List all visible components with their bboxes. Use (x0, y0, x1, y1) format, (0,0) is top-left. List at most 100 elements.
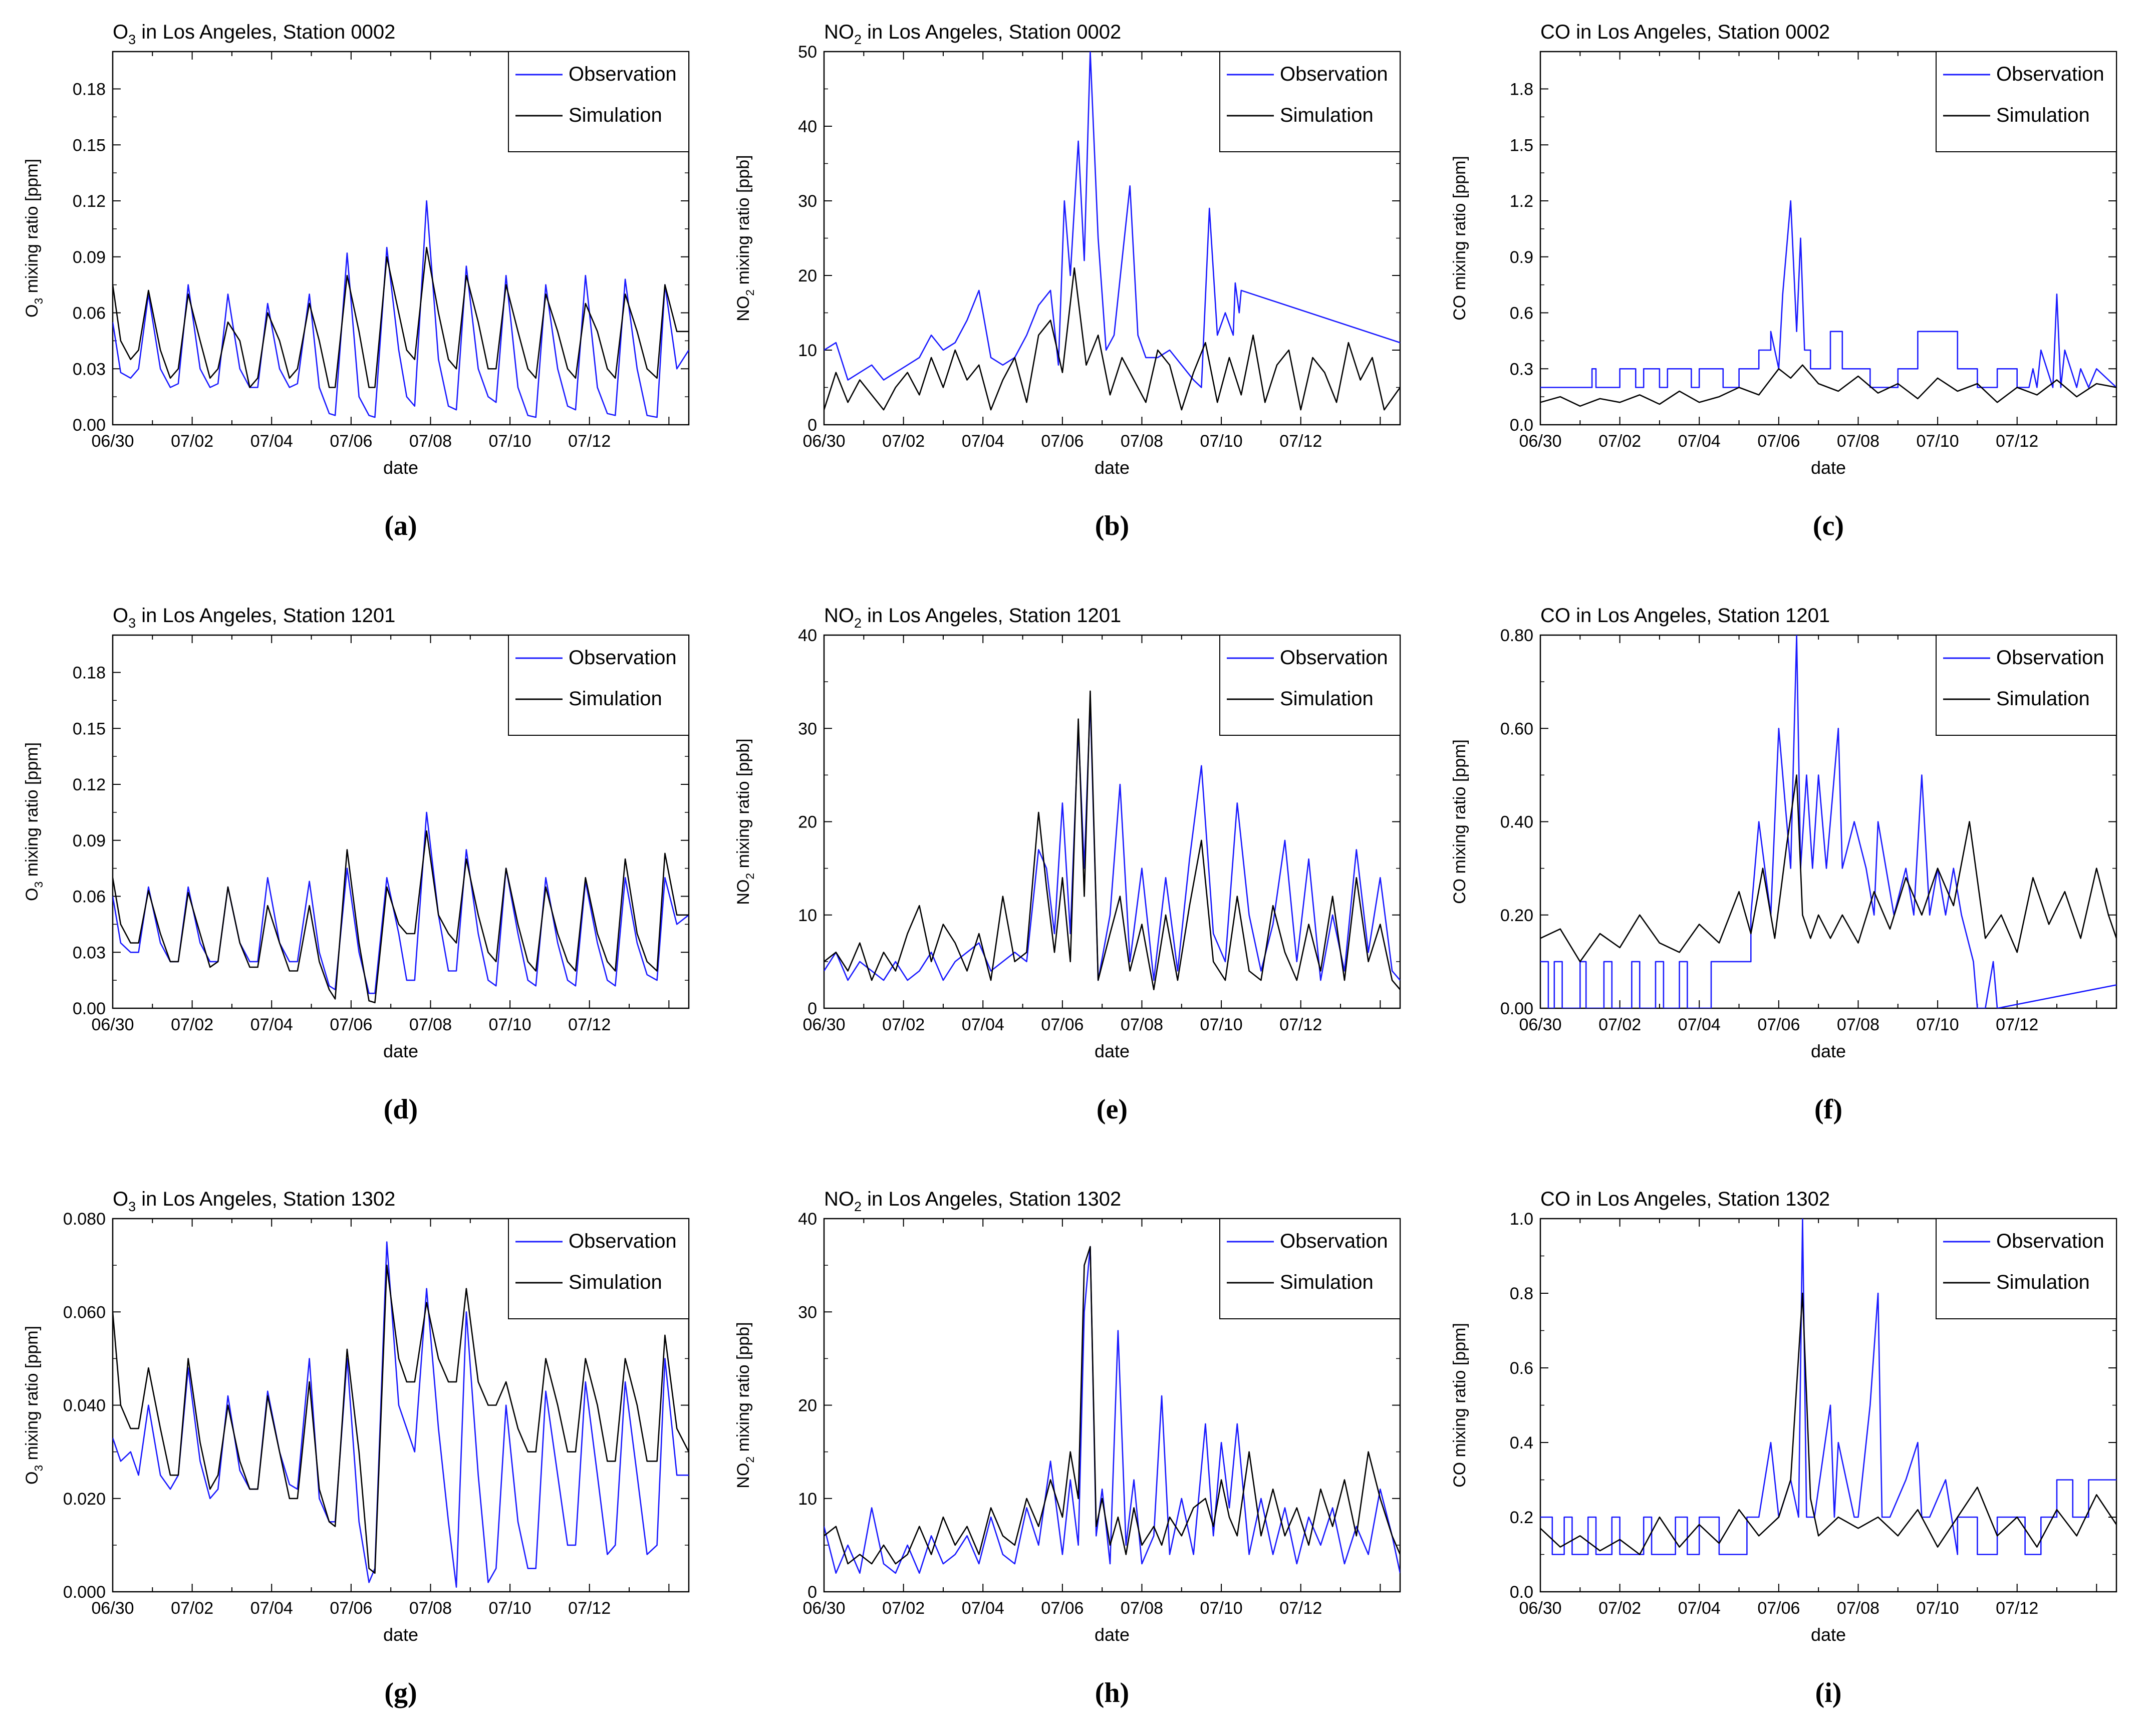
x-tick-label: 06/30 (91, 432, 134, 451)
legend-label-simulation: Simulation (569, 1271, 662, 1293)
series-line-observation (113, 1241, 689, 1588)
x-tick-label: 07/10 (489, 432, 531, 451)
legend-box (1219, 635, 1401, 736)
y-tick-label: 40 (798, 1210, 817, 1229)
x-tick-label: 07/02 (882, 1599, 925, 1618)
y-tick-label: 1.2 (1510, 192, 1533, 211)
y-tick-label: 0.3 (1510, 360, 1533, 379)
y-tick-label: 1.0 (1510, 1210, 1533, 1229)
panel-label: (h) (1095, 1677, 1129, 1708)
x-tick-label: 07/02 (882, 1015, 925, 1034)
chart-title: NO2 in Los Angeles, Station 1302 (824, 1188, 1121, 1214)
y-tick-label: 0.080 (63, 1210, 106, 1229)
x-tick-label: 06/30 (802, 1015, 845, 1034)
y-tick-label: 0 (807, 416, 817, 435)
x-tick-label: 07/04 (962, 1015, 1004, 1034)
x-tick-label: 07/08 (1837, 1599, 1879, 1618)
x-axis-label: date (1811, 1624, 1846, 1645)
y-tick-label: 10 (798, 1490, 817, 1509)
panel-label: (g) (384, 1677, 417, 1708)
y-tick-label: 0.06 (73, 304, 106, 323)
y-tick-label: 0.000 (63, 1583, 106, 1602)
legend-box (508, 1218, 689, 1319)
y-tick-label: 0.060 (63, 1303, 106, 1322)
x-tick-label: 07/08 (1121, 1015, 1163, 1034)
y-tick-label: 0.15 (73, 136, 106, 155)
y-tick-label: 30 (798, 1303, 817, 1322)
y-tick-label: 20 (798, 813, 817, 832)
x-axis-label: date (1095, 457, 1130, 478)
y-axis-label: O3 mixing ratio [ppm] (23, 1326, 45, 1485)
x-tick-label: 07/02 (1598, 1015, 1641, 1034)
chart-title: O3 in Los Angeles, Station 1201 (113, 605, 395, 631)
x-tick-label: 06/30 (91, 1599, 134, 1618)
x-tick-label: 06/30 (802, 432, 845, 451)
legend-label-observation: Observation (569, 647, 677, 669)
x-tick-label: 07/12 (1996, 1599, 2038, 1618)
x-tick-label: 07/06 (1757, 1599, 1800, 1618)
series-line-simulation (824, 690, 1400, 991)
x-tick-label: 07/04 (250, 1015, 293, 1034)
x-tick-label: 06/30 (91, 1015, 134, 1034)
y-tick-label: 0.00 (73, 416, 106, 435)
x-tick-label: 07/12 (1996, 1015, 2038, 1034)
x-tick-label: 07/08 (1121, 432, 1163, 451)
series-line-simulation (1540, 1292, 2116, 1555)
panel-label: (e) (1097, 1094, 1128, 1125)
chart-title: O3 in Los Angeles, Station 1302 (113, 1188, 395, 1214)
legend-label-simulation: Simulation (1996, 688, 2090, 710)
series-line-simulation (824, 1246, 1400, 1565)
x-tick-label: 07/12 (1279, 1599, 1322, 1618)
chart-panel-f: CO in Los Angeles, Station 1201 0.00 0.20 0… (1450, 605, 2117, 1125)
y-tick-label: 0.18 (73, 80, 106, 99)
y-tick-label: 10 (798, 906, 817, 925)
legend-label-simulation: Simulation (1280, 104, 1374, 126)
chart-panel-c: CO in Los Angeles, Station 0002 0.0 0.3 0.6… (1450, 21, 2117, 541)
x-axis-label: date (383, 1041, 418, 1061)
y-axis-label: O3 mixing ratio [ppm] (23, 159, 45, 318)
legend-box (1219, 51, 1401, 152)
y-tick-label: 0.80 (1500, 626, 1533, 645)
x-tick-label: 06/30 (1519, 432, 1561, 451)
legend-label-simulation: Simulation (569, 688, 662, 710)
y-tick-label: 0.18 (73, 664, 106, 683)
series-line-observation (824, 700, 1400, 981)
x-axis-label: date (1095, 1624, 1130, 1645)
y-tick-label: 0.0 (1510, 416, 1533, 435)
legend-label-observation: Observation (1996, 63, 2104, 85)
x-tick-label: 07/06 (1041, 1015, 1084, 1034)
y-tick-label: 0.8 (1510, 1284, 1533, 1303)
x-tick-label: 07/10 (489, 1015, 531, 1034)
y-tick-label: 0.0 (1510, 1583, 1533, 1602)
y-axis-label: CO mixing ratio [ppm] (1450, 739, 1469, 904)
x-tick-label: 07/04 (250, 1599, 293, 1618)
x-tick-label: 07/08 (409, 432, 452, 451)
chart-panel-i: CO in Los Angeles, Station 1302 0.0 0.2 0.4… (1450, 1188, 2117, 1708)
x-axis-label: date (1095, 1041, 1130, 1061)
y-axis-label: NO2 mixing ratio [ppb] (734, 155, 756, 321)
y-tick-label: 0.20 (1500, 906, 1533, 925)
y-tick-label: 20 (798, 266, 817, 285)
x-tick-label: 06/30 (1519, 1015, 1561, 1034)
y-tick-label: 0.9 (1510, 248, 1533, 267)
y-tick-label: 0.03 (73, 360, 106, 379)
plot-frame (112, 51, 690, 426)
y-tick-label: 0.4 (1510, 1433, 1533, 1453)
chart-title: O3 in Los Angeles, Station 0002 (113, 21, 395, 47)
series-line-simulation (113, 1264, 689, 1574)
y-tick-label: 0.6 (1510, 1359, 1533, 1378)
x-tick-label: 07/12 (568, 1599, 611, 1618)
y-tick-label: 40 (798, 117, 817, 136)
series-line-observation (824, 1246, 1400, 1574)
x-tick-label: 07/06 (330, 1599, 372, 1618)
x-tick-label: 07/12 (1279, 1015, 1322, 1034)
x-tick-label: 07/12 (568, 1015, 611, 1034)
y-tick-label: 0 (807, 1583, 817, 1602)
x-tick-label: 07/08 (1837, 432, 1879, 451)
legend-box (508, 51, 689, 152)
y-tick-label: 10 (798, 341, 817, 360)
y-axis-label: CO mixing ratio [ppm] (1450, 1323, 1469, 1488)
y-tick-label: 0.040 (63, 1396, 106, 1415)
chart-panel-g: O3 in Los Angeles, Station 1302 0.000 0.02… (23, 1188, 690, 1708)
